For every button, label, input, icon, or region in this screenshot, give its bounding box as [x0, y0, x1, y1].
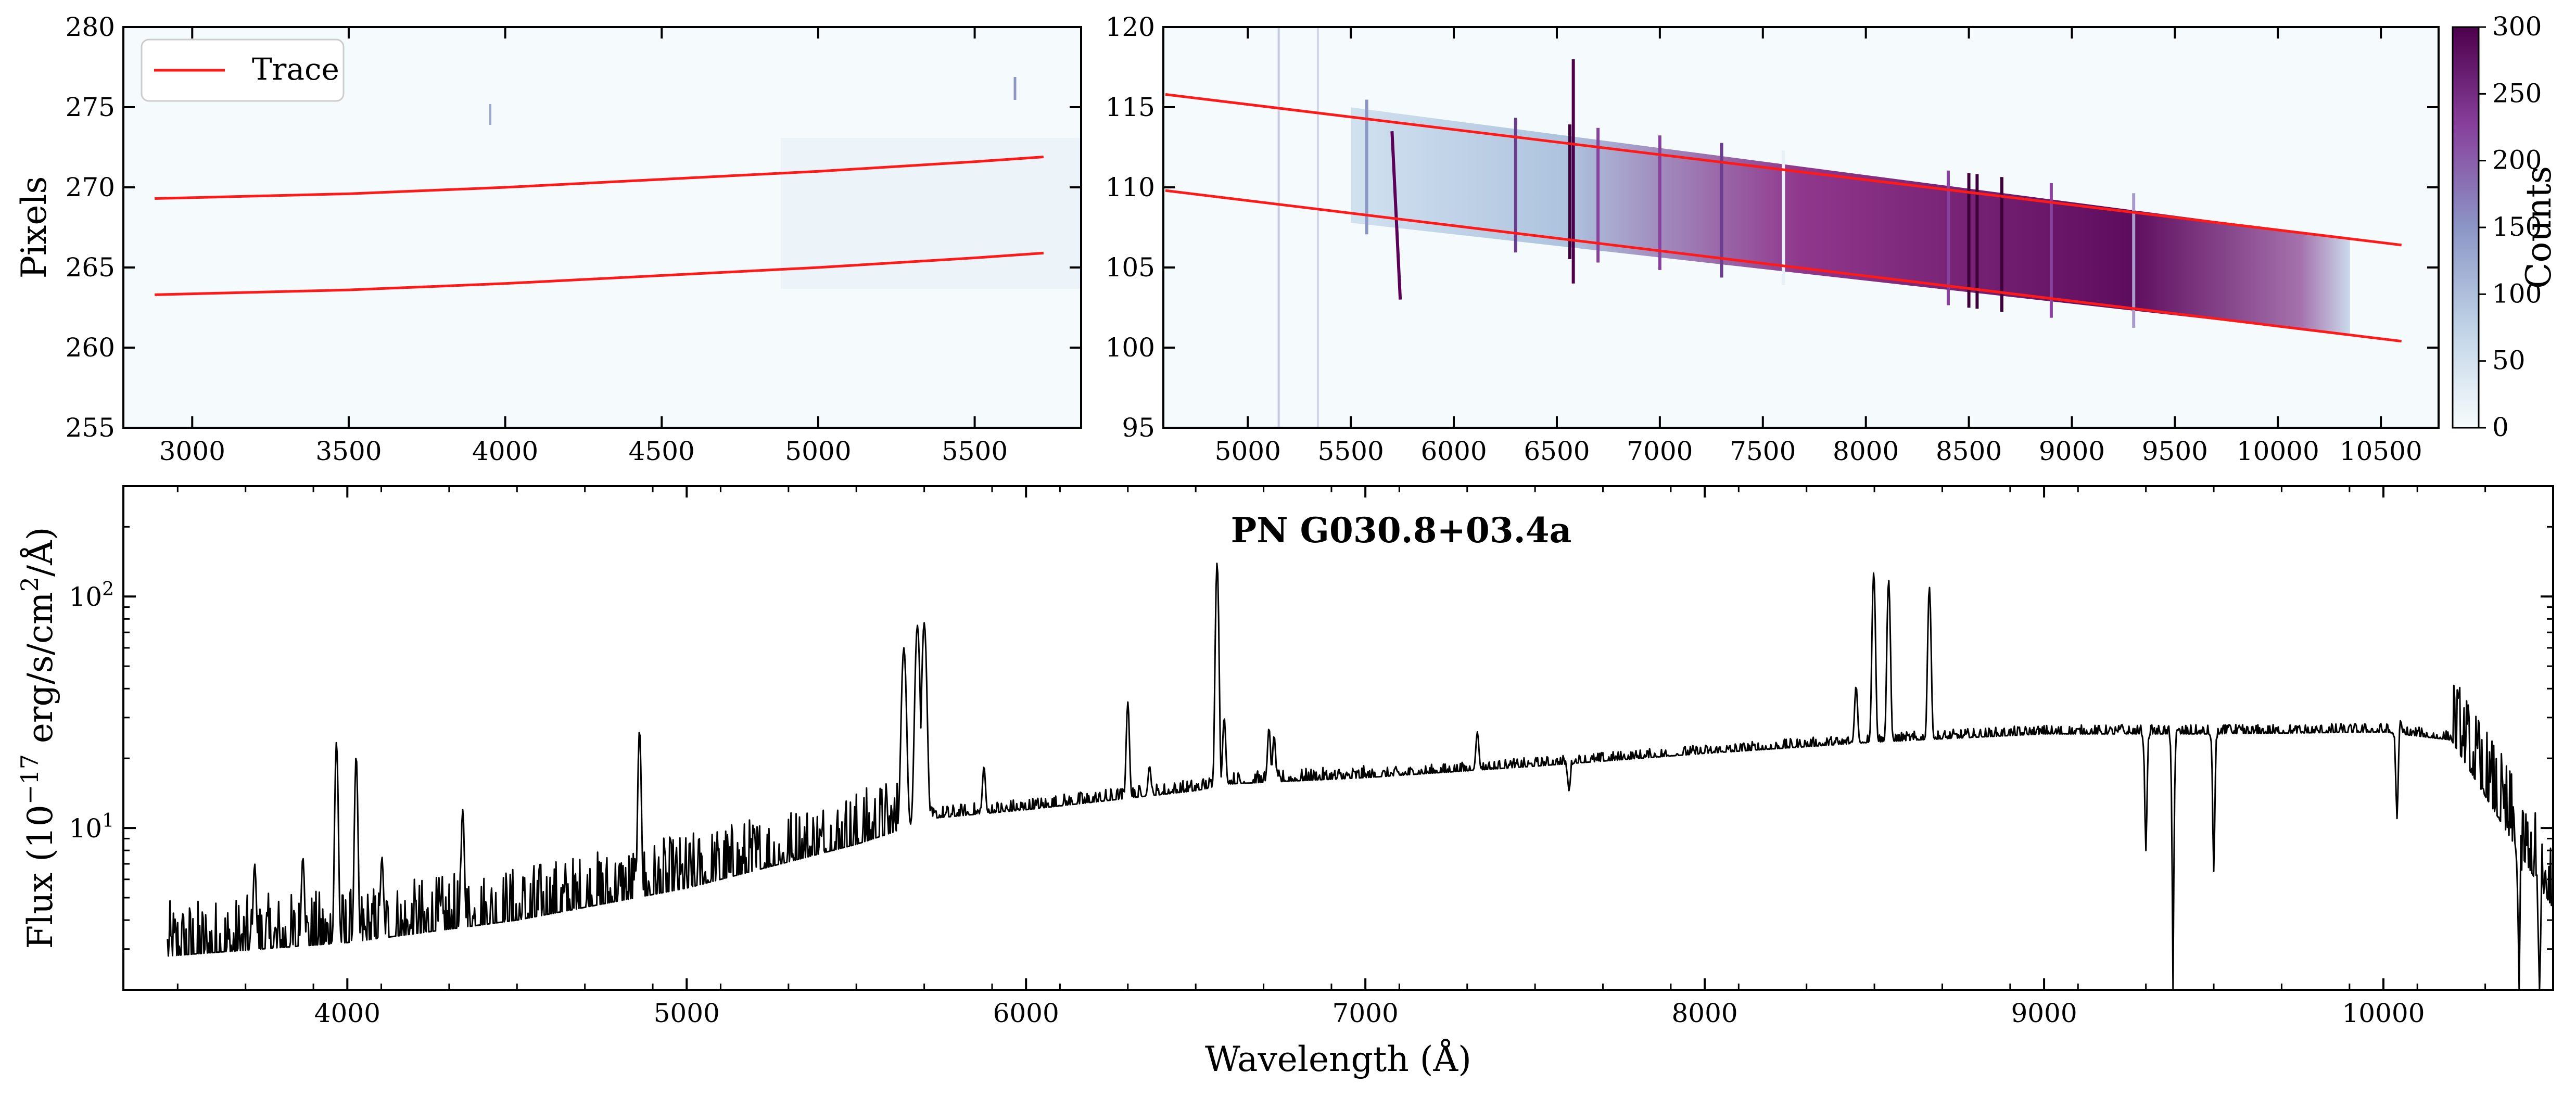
- panel1-y-tick-label: 280: [66, 12, 115, 42]
- panel3-x-tick-label: 10000: [2342, 998, 2425, 1028]
- panel2-x-tick-label: 7000: [1627, 436, 1693, 466]
- panel2-y-tick-label: 100: [1106, 333, 1155, 363]
- panel2-frame: [1162, 26, 2440, 429]
- panel1-frame: [122, 26, 1082, 429]
- panel2-y-tick-label: 120: [1106, 12, 1155, 42]
- spectrum-title: PN G030.8+03.4a: [1231, 510, 1572, 551]
- trace-lower-line: [1165, 189, 2402, 343]
- panel1-x-tick-label: 3500: [315, 436, 382, 466]
- legend-box: [141, 39, 345, 102]
- panel2-x-tick-label: 6000: [1420, 436, 1487, 466]
- panel2-spectrum-band: [1351, 107, 2350, 335]
- panel2-x-tick-label: 6500: [1524, 436, 1590, 466]
- panel3-x-tick-label: 4000: [314, 998, 380, 1028]
- panel2-x-tick-label: 8000: [1833, 436, 1899, 466]
- spectrum-band: [1351, 107, 2350, 335]
- panel2-y-tick-label: 95: [1122, 413, 1155, 443]
- panel2-x-tick-label: 5500: [1318, 436, 1384, 466]
- panel1-y-tick-label: 270: [66, 172, 115, 202]
- panel2-y-tick-label: 115: [1106, 92, 1155, 122]
- colorbar-tick-label: 100: [2492, 278, 2542, 309]
- legend: Trace: [141, 39, 345, 102]
- panel2-x-tick-label: 9500: [2142, 436, 2208, 466]
- legend-trace-label: Trace: [252, 52, 339, 87]
- trace-lower-line: [155, 251, 1044, 296]
- panel2-x-tick-label: 7500: [1730, 436, 1796, 466]
- panel2-detector-streaks: [1277, 27, 2136, 428]
- panel1-faint-band: [781, 138, 1081, 289]
- colorbar-tick-label: 50: [2492, 346, 2526, 376]
- colorbar-tick-label: 300: [2492, 11, 2542, 42]
- panel1-x-tick-label: 5000: [785, 436, 851, 466]
- panel2-y-tick-label: 105: [1106, 252, 1155, 283]
- colorbar-tick-label: 150: [2492, 212, 2542, 242]
- panel3-y-axis-label: Flux (10−17 erg/s/cm2/Å): [16, 527, 60, 949]
- red-arm-2d-panel: 5000 5500 6000 6500 7000 7500 8000 8500 9000 9500…: [1106, 11, 2559, 466]
- extracted-1d-spectrum-panel: 4000 5000 6000 7000 8000 9000 10000 101 102 PN G…: [16, 485, 2554, 1079]
- panel2-x-tick-label: 10500: [2340, 436, 2422, 466]
- panel3-x-tick-label: 8000: [1671, 998, 1737, 1028]
- panel3-x-tick-label: 6000: [993, 998, 1059, 1028]
- panel1-y-tick-label: 255: [66, 413, 115, 443]
- trace-upper-line: [1165, 93, 2402, 247]
- panel1-y-tick-label: 275: [66, 92, 115, 122]
- panel3-y-tick-label: 102: [69, 579, 114, 613]
- panel3-bg: [123, 486, 2553, 990]
- detector-streak: [1390, 131, 1402, 300]
- colorbar: [2452, 26, 2480, 429]
- panel2-x-tick-label: 8500: [1936, 436, 2002, 466]
- panel2-y-tick-label: 110: [1106, 172, 1155, 202]
- panel1-x-tick-label: 5500: [942, 436, 1008, 466]
- panel2-x-tick-label: 5000: [1215, 436, 1281, 466]
- panel3-frame: [122, 485, 2554, 991]
- panel1-x-tick-label: 4000: [472, 436, 538, 466]
- blue-arm-2d-panel: 3000 3500 4000 4500 5000 5500 255 260 265 270 275 2…: [14, 12, 1082, 466]
- panel1-y-axis-label: Pixels: [14, 176, 54, 279]
- panel1-x-tick-label: 3000: [159, 436, 225, 466]
- trace-upper-line: [155, 155, 1044, 200]
- colorbar-label: Counts: [2519, 166, 2559, 289]
- panel3-x-axis-label: Wavelength (Å): [1205, 1039, 1471, 1079]
- panel3-y-tick-label: 101: [69, 810, 114, 844]
- panel3-x-tick-label: 7000: [1333, 998, 1399, 1028]
- colorbar-tick-label: 200: [2492, 145, 2542, 175]
- panel3-x-tick-label: 9000: [2011, 998, 2077, 1028]
- colorbar-tick-label: 0: [2492, 412, 2509, 442]
- flux-spectrum-line: [167, 563, 2553, 990]
- panel2-x-tick-label: 9000: [2039, 436, 2105, 466]
- colorbar-tick-label: 250: [2492, 78, 2542, 108]
- panel1-y-tick-label: 260: [66, 333, 115, 363]
- panel2-x-tick-label: 10000: [2237, 436, 2319, 466]
- panel3-x-tick-label: 5000: [654, 998, 720, 1028]
- panel1-x-tick-label: 4500: [629, 436, 695, 466]
- panel1-y-tick-label: 265: [66, 252, 115, 283]
